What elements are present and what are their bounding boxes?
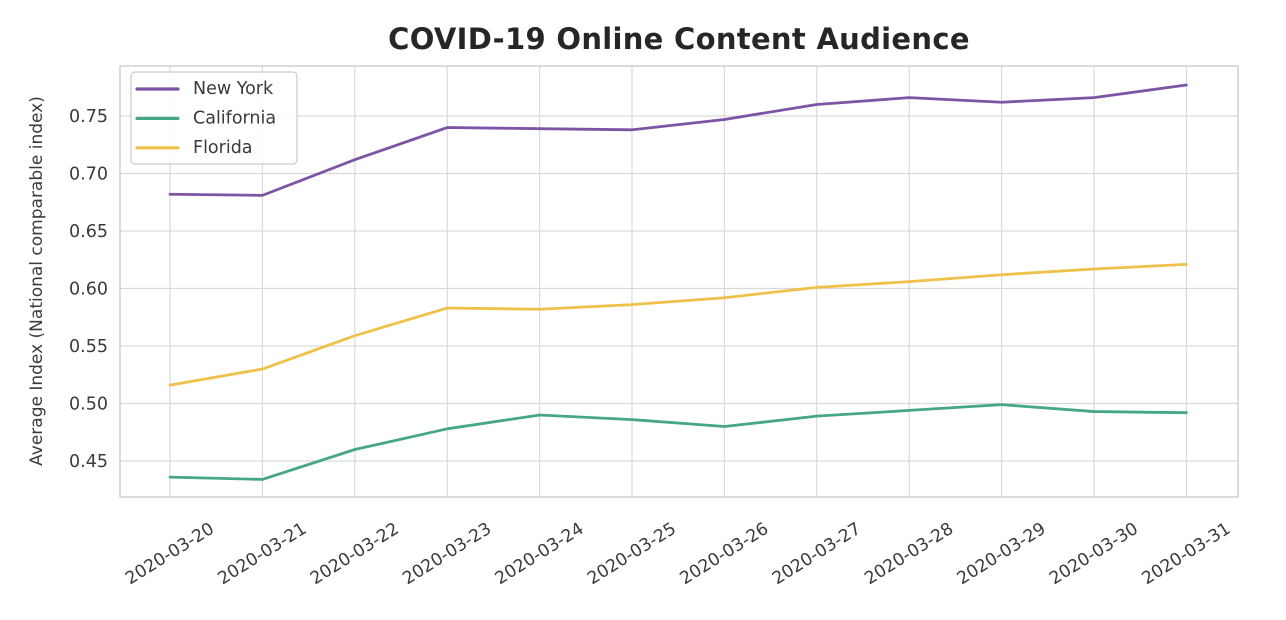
x-tick-label: 2020-03-26 bbox=[677, 519, 773, 589]
chart-title: COVID-19 Online Content Audience bbox=[388, 22, 970, 56]
x-tick-label: 2020-03-31 bbox=[1139, 519, 1235, 589]
x-tick-label: 2020-03-30 bbox=[1046, 519, 1142, 589]
x-tick-label: 2020-03-20 bbox=[122, 519, 218, 589]
legend-box bbox=[130, 71, 298, 165]
y-tick-label: 0.70 bbox=[69, 165, 108, 185]
series-line-california bbox=[168, 403, 1188, 481]
y-tick-label: 0.60 bbox=[69, 280, 108, 300]
y-tick-label: 0.55 bbox=[69, 337, 108, 357]
x-tick-label: 2020-03-29 bbox=[954, 519, 1050, 589]
axes-frame bbox=[119, 65, 1239, 498]
y-tick-label: 0.50 bbox=[69, 395, 108, 415]
x-tick-label: 2020-03-25 bbox=[584, 519, 680, 589]
x-tick-label: 2020-03-23 bbox=[399, 519, 495, 589]
series-line-new-york bbox=[168, 83, 1188, 197]
x-tick-label: 2020-03-24 bbox=[492, 519, 588, 589]
y-tick-label: 0.75 bbox=[69, 107, 108, 127]
x-tick-label: 2020-03-27 bbox=[769, 519, 865, 589]
legend-label-new-york: New York bbox=[193, 79, 274, 99]
series-line-florida bbox=[168, 262, 1188, 387]
legend-label-florida: Florida bbox=[193, 138, 253, 158]
x-tick-label: 2020-03-22 bbox=[307, 519, 403, 589]
legend-label-california: California bbox=[193, 108, 276, 128]
x-tick-label: 2020-03-21 bbox=[215, 519, 311, 589]
y-tick-label: 0.45 bbox=[69, 452, 108, 472]
y-tick-label: 0.65 bbox=[69, 222, 108, 242]
x-tick-label: 2020-03-28 bbox=[861, 519, 957, 589]
